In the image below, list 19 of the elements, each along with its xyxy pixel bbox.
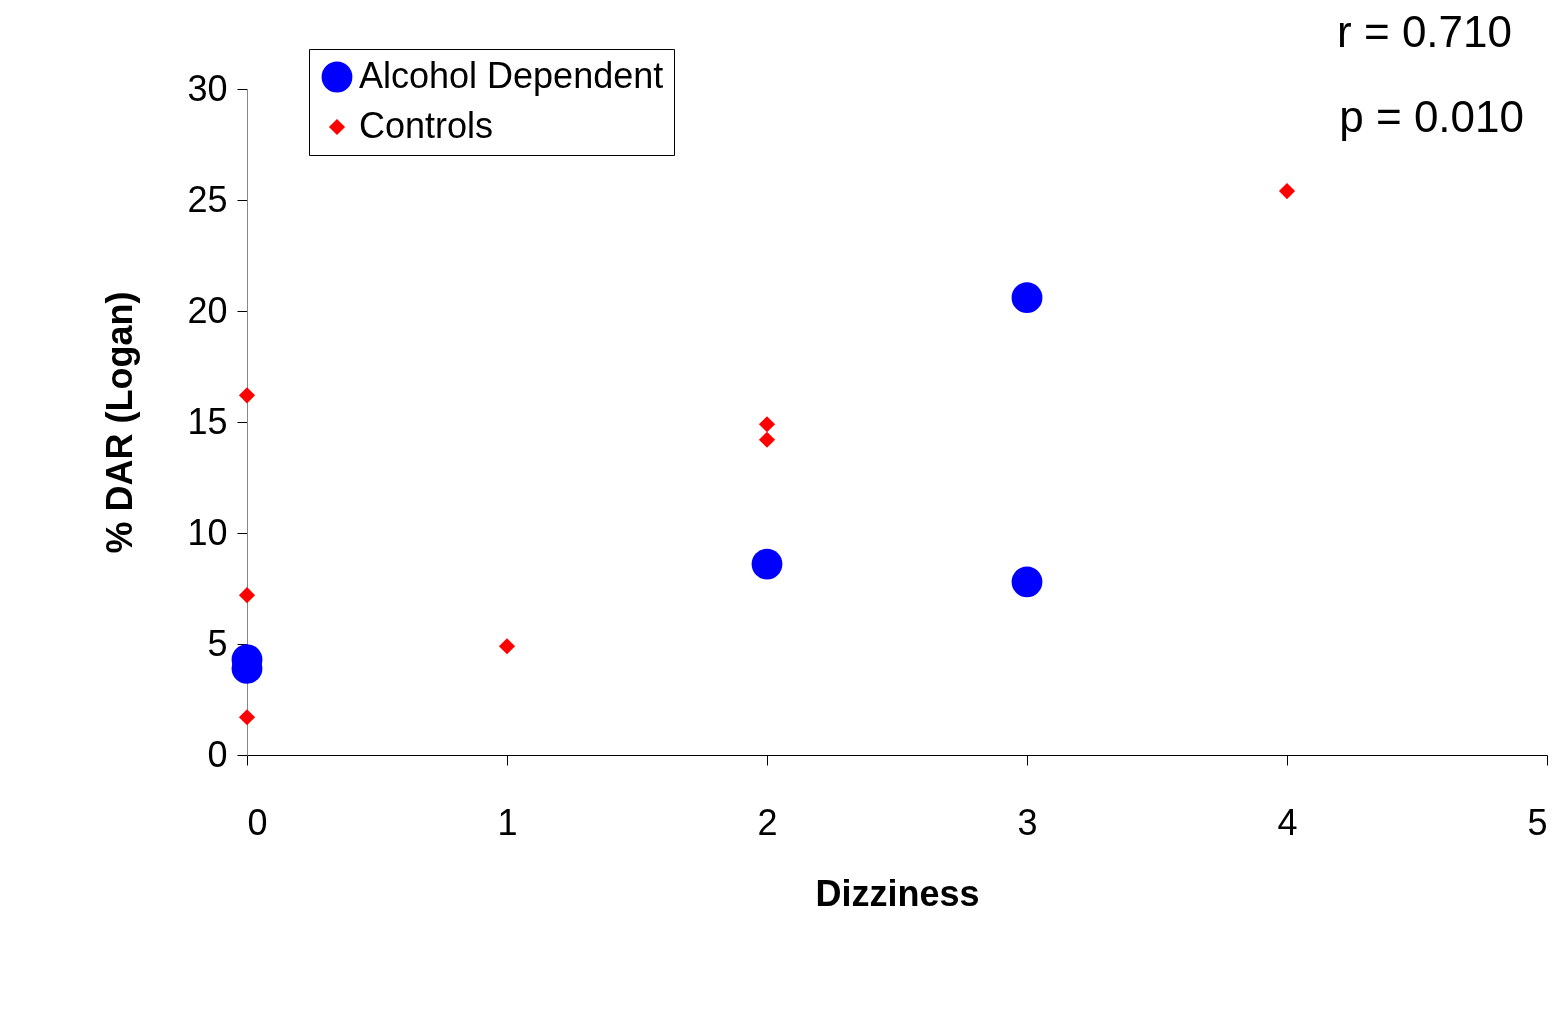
y-tick-label: 30 (187, 67, 228, 109)
text: r = 0.710 (1337, 7, 1512, 56)
y-axis-title: % DAR (Logan) (99, 291, 141, 554)
y-tick-label: 20 (187, 289, 228, 331)
x-tick-label: 4 (1277, 801, 1298, 843)
legend-label: Alcohol Dependent (359, 55, 664, 96)
y-tick-label: 25 (187, 178, 228, 220)
x-tick-label: 3 (1017, 801, 1038, 843)
x-tick-label: 2 (757, 801, 778, 843)
legend-label: Controls (359, 105, 494, 146)
y-tick-label: 15 (187, 400, 228, 442)
x-axis-title: Dizziness (815, 872, 980, 914)
x-tick-label: 0 (247, 801, 268, 843)
y-tick-label: 0 (207, 733, 228, 775)
x-tick-label: 1 (497, 801, 518, 843)
y-tick-label: 5 (207, 622, 228, 664)
annotation: p = 0.010 (1339, 92, 1524, 141)
x-tick-label: 5 (1527, 801, 1548, 843)
y-tick-label: 10 (187, 511, 228, 553)
